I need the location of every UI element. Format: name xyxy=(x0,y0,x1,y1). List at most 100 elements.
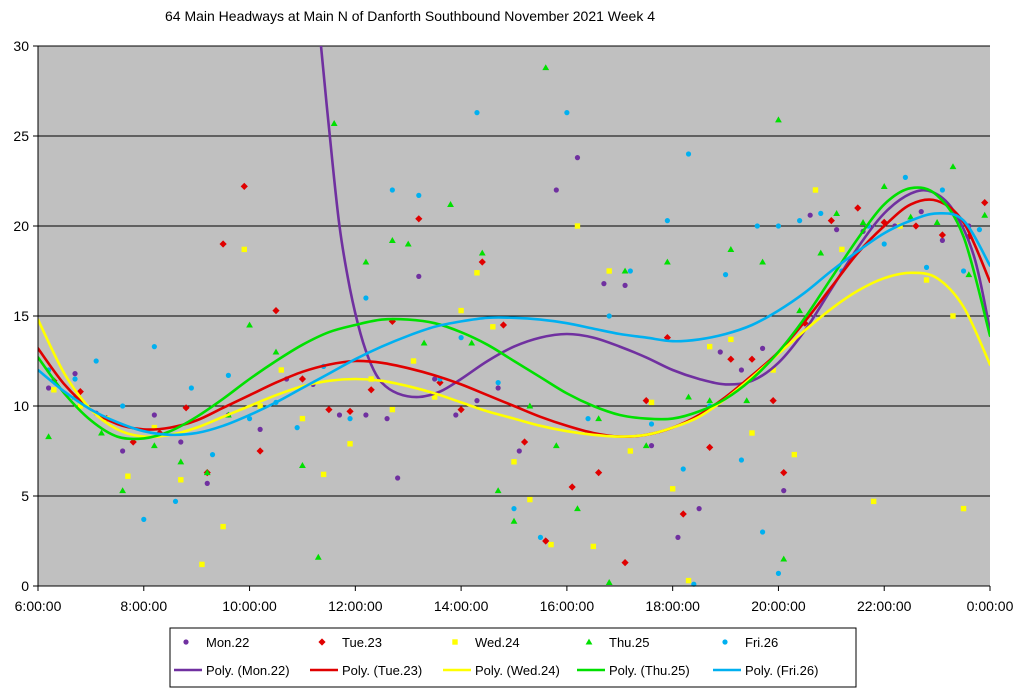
y-tick-label-0: 0 xyxy=(21,578,29,594)
point-s1-13 xyxy=(346,407,354,415)
point-s4-37 xyxy=(759,529,766,535)
point-s2-7 xyxy=(220,523,226,530)
point-s3-25 xyxy=(574,505,581,512)
point-s3-29 xyxy=(642,442,650,449)
point-s2-5 xyxy=(178,477,184,483)
point-s2-3 xyxy=(125,473,131,479)
point-s0-32 xyxy=(781,488,787,494)
point-s4-45 xyxy=(902,174,908,180)
trendline-2 xyxy=(38,271,990,439)
point-s1-7 xyxy=(219,240,227,248)
legend-label-0: Mon.22 xyxy=(206,635,249,650)
point-s3-10 xyxy=(299,462,306,468)
point-s2-41 xyxy=(950,313,956,319)
point-s4-23 xyxy=(537,534,544,541)
point-s3-27 xyxy=(605,579,613,585)
point-s3-19 xyxy=(478,249,486,256)
point-s2-28 xyxy=(648,399,655,406)
point-s1-16 xyxy=(415,215,423,223)
point-s4-4 xyxy=(141,516,147,523)
point-s0-15 xyxy=(416,273,422,279)
legend-label-4: Fri.26 xyxy=(745,635,778,650)
point-s3-34 xyxy=(743,397,751,404)
point-s1-25 xyxy=(621,559,629,567)
y-tick-label-3: 15 xyxy=(13,308,29,324)
point-s1-27 xyxy=(663,334,671,342)
x-tick-label-3: 12:00:00 xyxy=(328,598,383,614)
point-s3-9 xyxy=(272,348,280,355)
legend: Mon.22 Tue.23 Wed.24 Thu.25 Fri.26 Poly. (Mon… xyxy=(169,627,857,688)
point-s1-28 xyxy=(679,510,687,518)
legend-trend-label-1: Poly. (Tue.23) xyxy=(342,663,422,678)
point-s3-45 xyxy=(949,163,957,170)
point-s1-18 xyxy=(457,406,465,414)
point-s0-0 xyxy=(45,385,52,391)
point-s2-36 xyxy=(812,187,819,193)
point-s3-40 xyxy=(833,210,841,216)
point-s2-42 xyxy=(960,505,967,512)
point-s3-18 xyxy=(468,339,476,346)
point-s0-6 xyxy=(204,480,210,486)
point-s1-20 xyxy=(499,321,508,329)
point-s2-10 xyxy=(278,367,284,373)
point-s2-30 xyxy=(685,577,692,584)
point-s0-33 xyxy=(807,212,813,218)
point-s4-30 xyxy=(680,466,686,472)
point-s3-43 xyxy=(907,213,915,220)
x-tick-label-5: 16:00:00 xyxy=(540,598,595,614)
point-s3-16 xyxy=(420,339,428,346)
point-s2-6 xyxy=(199,561,205,568)
point-s4-29 xyxy=(664,218,670,224)
point-s0-12 xyxy=(363,412,369,418)
point-s1-38 xyxy=(912,222,920,230)
point-s3-17 xyxy=(447,201,454,207)
point-s3-0 xyxy=(45,433,52,440)
point-s3-33 xyxy=(727,246,735,252)
point-s4-26 xyxy=(606,313,612,319)
point-s2-16 xyxy=(410,358,417,364)
point-s4-19 xyxy=(458,335,464,341)
legend-label-1: Tue.23 xyxy=(342,635,382,650)
point-s4-44 xyxy=(881,241,887,247)
point-s1-19 xyxy=(478,258,486,266)
point-s4-39 xyxy=(775,570,782,577)
point-s4-22 xyxy=(511,506,517,512)
point-s0-31 xyxy=(759,345,766,351)
point-s3-44 xyxy=(933,219,941,225)
point-s0-4 xyxy=(151,412,157,418)
point-s2-4 xyxy=(151,424,158,431)
trendline-1 xyxy=(38,198,990,438)
legend-trend-label-4: Poly. (Fri.26) xyxy=(745,663,818,678)
series-3-points xyxy=(45,64,989,585)
point-s3-36 xyxy=(775,116,782,123)
point-s4-21 xyxy=(495,380,501,386)
point-s3-41 xyxy=(859,219,867,225)
y-tick-label-1: 5 xyxy=(21,488,29,504)
point-s3-14 xyxy=(388,237,396,243)
point-s0-29 xyxy=(717,349,723,355)
point-s2-34 xyxy=(770,367,776,373)
legend-marker-4 xyxy=(722,639,728,645)
point-s4-36 xyxy=(754,223,760,229)
point-s0-23 xyxy=(574,155,581,161)
axes: 0 5 10 15 20 25 30 6:00:00 8:00:00 10:00:00 12:00:… xyxy=(13,38,1013,614)
point-s1-26 xyxy=(642,397,650,405)
point-s2-40 xyxy=(923,277,930,283)
point-s2-8 xyxy=(241,246,247,253)
point-s3-39 xyxy=(817,249,825,256)
trendline-4 xyxy=(38,212,990,437)
point-s3-4 xyxy=(150,442,158,449)
point-s2-9 xyxy=(257,403,263,409)
point-s4-35 xyxy=(738,457,745,463)
point-s4-24 xyxy=(564,110,570,116)
point-s2-19 xyxy=(474,270,480,276)
point-s2-31 xyxy=(706,343,713,350)
point-s1-32 xyxy=(769,397,777,405)
point-s4-1 xyxy=(72,376,78,382)
point-s2-11 xyxy=(299,415,306,422)
point-s4-15 xyxy=(363,295,369,301)
point-s3-5 xyxy=(177,458,185,465)
point-s3-47 xyxy=(981,211,989,218)
point-s4-31 xyxy=(685,151,692,157)
point-s3-46 xyxy=(965,271,973,278)
